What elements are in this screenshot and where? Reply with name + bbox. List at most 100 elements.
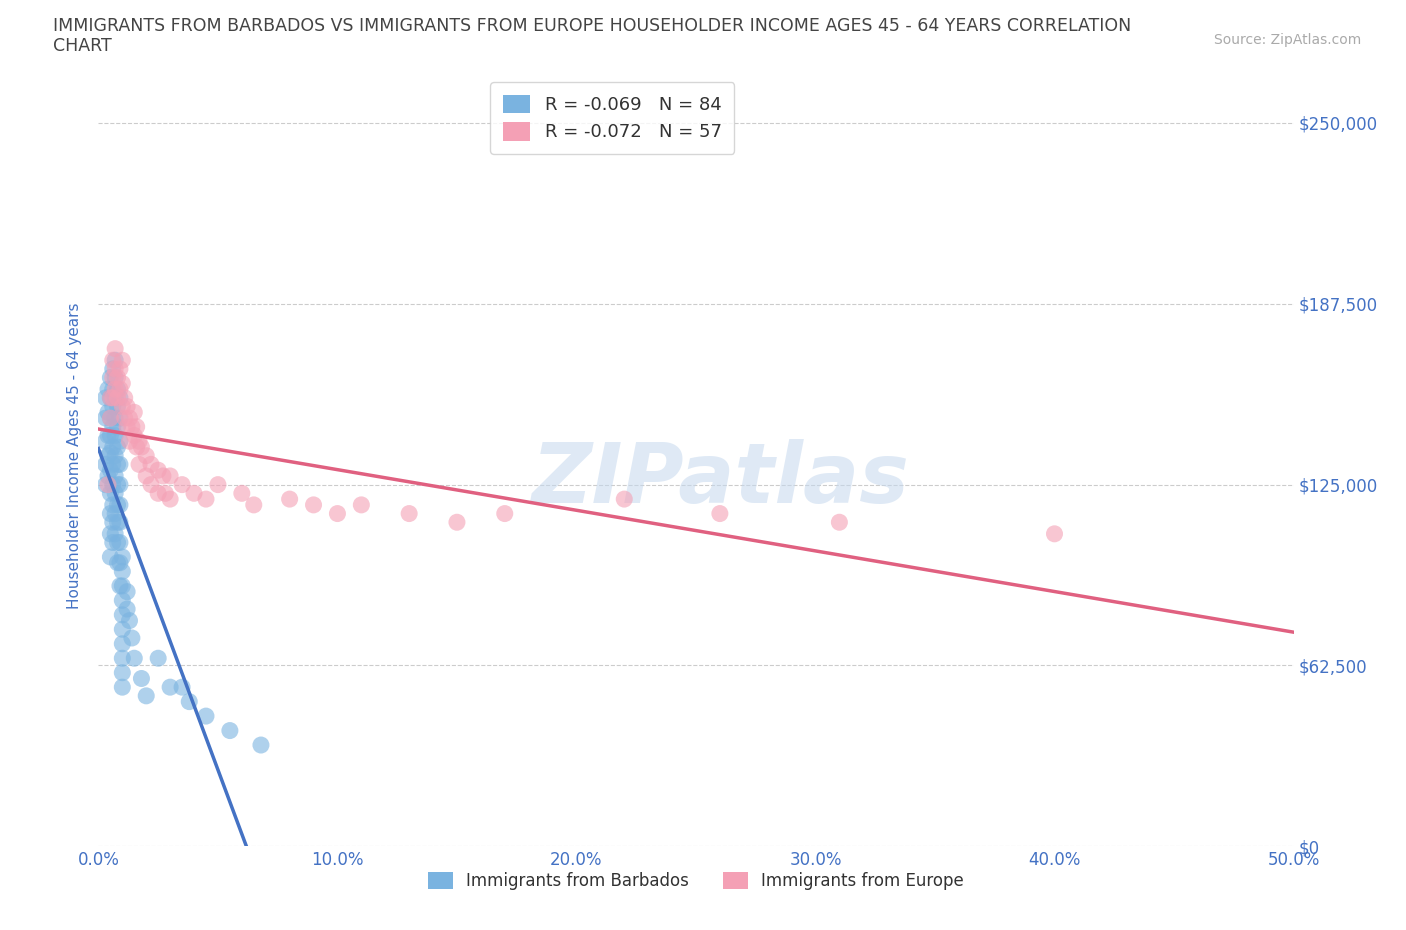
Point [231, 485, 253, 500]
Point [98, 445, 122, 460]
Text: Source: ZipAtlas.com: Source: ZipAtlas.com [1213, 33, 1361, 46]
Point [98, 506, 122, 521]
Point [101, 399, 124, 414]
Point [98, 428, 122, 443]
Point [94, 433, 117, 448]
Point [111, 636, 134, 651]
Point [131, 671, 153, 686]
Point [111, 376, 134, 391]
Point [121, 631, 143, 645]
Point [195, 492, 218, 507]
Legend: Immigrants from Barbados, Immigrants from Europe: Immigrants from Barbados, Immigrants fro… [422, 865, 970, 897]
Point [98, 391, 122, 405]
Point [98, 370, 122, 385]
Point [250, 737, 273, 752]
Point [115, 602, 138, 617]
Point [104, 428, 127, 443]
Point [159, 469, 181, 484]
Point [111, 550, 134, 565]
Point [101, 370, 124, 385]
Point [97, 469, 120, 484]
Point [118, 613, 141, 628]
Point [148, 651, 170, 666]
Point [107, 515, 129, 530]
Point [104, 381, 127, 396]
Point [94, 457, 117, 472]
Point [101, 352, 124, 367]
Point [97, 405, 120, 419]
Point [108, 477, 131, 492]
Point [101, 362, 124, 377]
Point [148, 463, 170, 478]
Point [101, 391, 124, 405]
Point [108, 515, 131, 530]
Point [104, 526, 127, 541]
Point [139, 457, 162, 472]
Point [121, 419, 143, 434]
Text: CHART: CHART [53, 37, 112, 55]
Point [98, 526, 122, 541]
Point [101, 515, 124, 530]
Point [125, 419, 148, 434]
Point [1043, 526, 1066, 541]
Point [115, 399, 138, 414]
Text: ZIPatlas: ZIPatlas [531, 439, 908, 520]
Point [135, 469, 157, 484]
Point [98, 485, 122, 500]
Point [97, 448, 120, 463]
Point [101, 535, 124, 550]
Point [125, 440, 148, 455]
Point [107, 391, 129, 405]
Point [101, 440, 124, 455]
Text: IMMIGRANTS FROM BARBADOS VS IMMIGRANTS FROM EUROPE HOUSEHOLDER INCOME AGES 45 - : IMMIGRANTS FROM BARBADOS VS IMMIGRANTS F… [53, 17, 1132, 34]
Point [98, 411, 122, 426]
Point [108, 457, 131, 472]
Point [104, 391, 127, 405]
Point [111, 399, 134, 414]
Point [172, 680, 194, 695]
Point [131, 440, 153, 455]
Point [108, 535, 131, 550]
Point [124, 651, 146, 666]
Point [108, 381, 131, 396]
Point [104, 469, 127, 484]
Point [94, 391, 117, 405]
Point [108, 578, 131, 593]
Point [613, 492, 636, 507]
Point [108, 391, 131, 405]
Point [219, 724, 242, 738]
Point [179, 694, 201, 709]
Point [709, 506, 731, 521]
Point [195, 709, 218, 724]
Point [108, 362, 131, 377]
Point [108, 411, 131, 426]
Point [114, 411, 136, 426]
Point [111, 607, 134, 622]
Point [128, 433, 150, 448]
Point [107, 399, 129, 414]
Point [828, 515, 851, 530]
Point [104, 362, 127, 377]
Point [118, 433, 141, 448]
Point [107, 440, 129, 455]
Point [97, 381, 120, 396]
Point [111, 352, 134, 367]
Point [124, 428, 146, 443]
Point [172, 477, 194, 492]
Point [98, 550, 122, 565]
Point [111, 622, 134, 637]
Point [98, 391, 122, 405]
Point [107, 555, 129, 570]
Point [108, 433, 131, 448]
Point [114, 391, 136, 405]
Point [398, 506, 420, 521]
Point [446, 515, 468, 530]
Point [148, 485, 170, 500]
Point [98, 411, 122, 426]
Point [111, 651, 134, 666]
Point [135, 448, 157, 463]
Point [111, 593, 134, 608]
Point [111, 665, 134, 680]
Point [98, 463, 122, 478]
Point [135, 688, 157, 703]
